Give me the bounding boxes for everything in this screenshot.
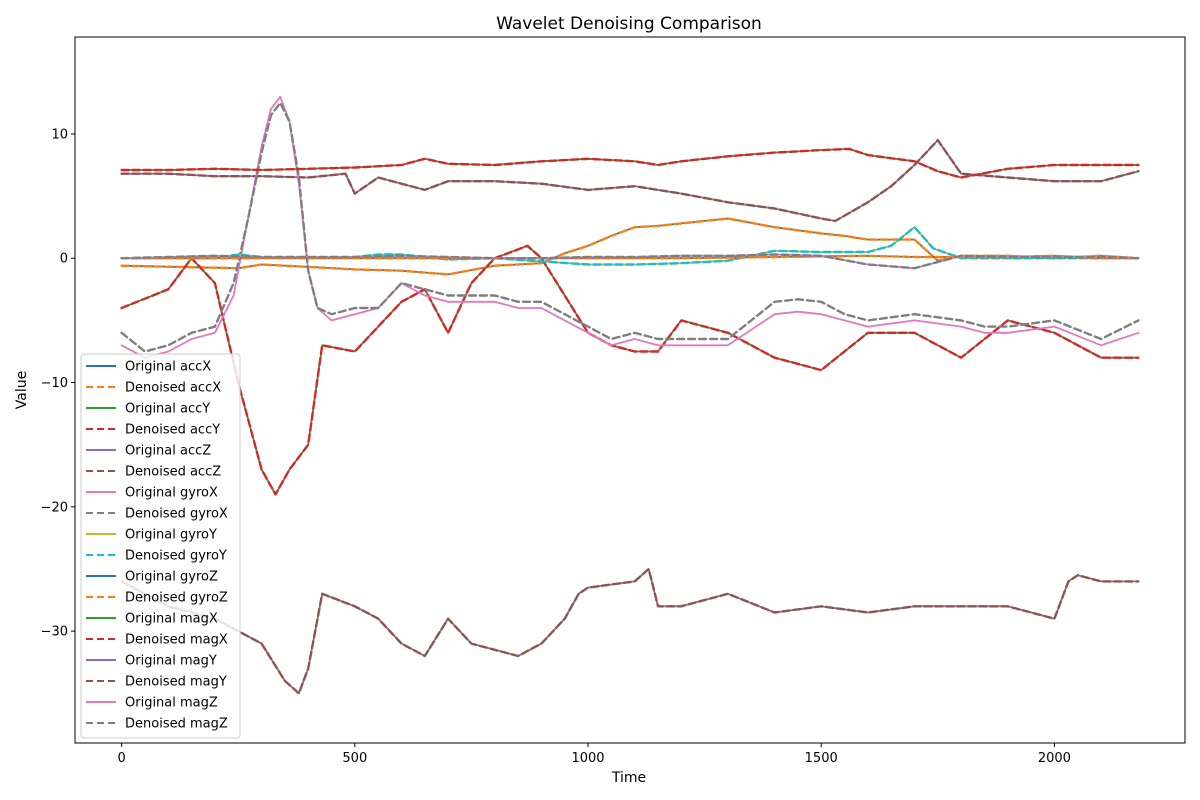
legend-item: Original accY [86,402,210,417]
legend-label: Denoised magZ [125,717,228,732]
x-tick-label: 0 [117,751,125,766]
legend-item: Denoised magZ [86,717,228,732]
legend-label: Denoised gyroY [125,549,227,564]
y-tick-label: −30 [41,625,68,640]
legend-label: Original accZ [125,444,211,459]
legend-item: Original magX [86,612,218,627]
y-tick-label: 0 [60,252,68,267]
legend-item: Original gyroZ [86,570,218,585]
legend-label: Original magX [125,612,218,627]
y-tick-label: 10 [51,127,68,142]
x-axis-title: Time [611,770,646,786]
series-layer [120,95,1140,695]
y-tick-label: −20 [41,500,68,515]
x-tick-label: 1500 [805,751,838,766]
legend-item: Denoised gyroX [86,507,228,522]
legend-label: Original gyroY [125,528,217,543]
legend: Original accX Denoised accX Original accY D… [80,353,241,739]
legend-label: Original accY [125,402,210,417]
series-line-denoised-magy [120,567,1140,695]
legend-label: Denoised magX [125,633,228,648]
legend-label: Denoised accX [125,381,221,396]
series-line-denoised-gyrox [120,101,1140,353]
series-line-denoised-magz [120,253,1140,270]
chart-title: Wavelet Denoising Comparison [496,14,762,34]
axes-layer: 0 500 1000 1500 2000 −30 −20 −10 0 10 [41,127,1071,766]
x-tick-label: 2000 [1038,751,1071,766]
legend-label: Original gyroX [125,486,218,501]
legend-label: Original magY [125,654,217,669]
legend-item: Original magZ [86,696,218,711]
legend-item: Denoised accY [86,423,220,438]
y-tick-label: −10 [41,376,68,391]
legend-label: Original gyroZ [125,570,218,585]
legend-item: Original magY [86,654,217,669]
series-line-denoised-accz [120,138,1140,223]
legend-box [80,353,241,739]
legend-item: Original gyroY [86,528,217,543]
legend-item: Denoised accZ [86,465,221,480]
legend-label: Denoised gyroX [125,507,228,522]
legend-label: Denoised magY [125,675,227,690]
series-line-original-gyrox [120,95,1140,359]
legend-item: Denoised gyroY [86,549,227,564]
series-line-denoised-accy [120,244,1140,496]
legend-label: Original accX [125,360,211,375]
plot-area [74,36,1186,744]
x-tick-label: 1000 [571,751,604,766]
legend-item: Denoised gyroZ [86,591,228,606]
legend-label: Original magZ [125,696,218,711]
y-axis-title: Value [14,371,30,409]
legend-item: Denoised accX [86,381,221,396]
legend-label: Denoised accZ [125,465,221,480]
x-tick-label: 500 [342,751,367,766]
legend-item: Original gyroX [86,486,218,501]
legend-item: Original accZ [86,444,211,459]
legend-item: Denoised magX [86,633,228,648]
series-line-denoised-magx [120,147,1140,179]
legend-item: Denoised magY [86,675,227,690]
legend-label: Denoised accY [125,423,220,438]
legend-label: Denoised gyroZ [125,591,228,606]
legend-item: Original accX [86,360,211,375]
